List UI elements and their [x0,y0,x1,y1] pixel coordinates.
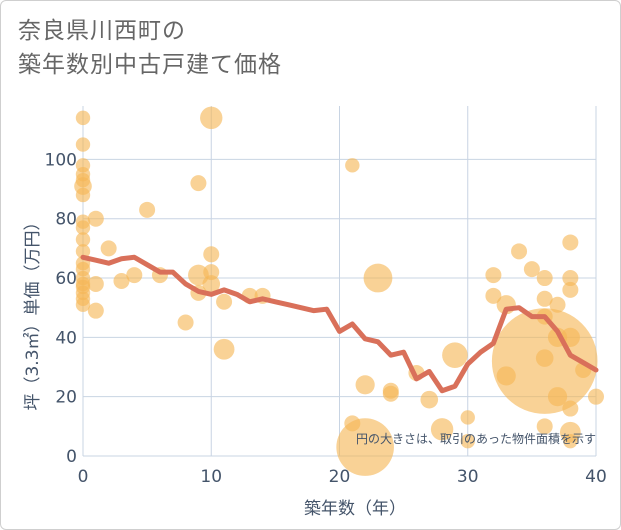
scatter-point [75,137,91,152]
y-tick-label: 60 [55,269,77,289]
scatter-point [75,232,91,247]
scatter-point [460,410,475,425]
scatter-point [200,106,223,130]
scatter-point [562,400,579,417]
scatter-point [75,110,91,126]
x-tick-label: 10 [200,467,222,487]
scatter-point [75,297,91,312]
scatter-point [430,418,454,441]
chart-title: 奈良県川西町の 築年数別中古戸建て価格 [18,14,282,82]
tick-labels: 0 10 20 30 40 0 20 40 60 80 100 [45,150,607,487]
scatter-point [203,246,220,263]
scatter-point [87,210,104,227]
scatter-point [547,387,568,407]
scatter-point [190,175,207,192]
scatter-point [562,270,579,287]
x-tick-label: 30 [457,467,479,487]
y-tick-label: 20 [55,388,77,408]
scatter-point [213,338,235,360]
scatter-point [75,244,91,259]
bubble-size-note: 円の大きさは、取引のあった物件面積を示す [356,431,596,446]
scatter-point [345,158,360,173]
average-price-line [80,254,599,394]
scatter-point [202,275,221,293]
scatter-point [203,264,220,281]
scatter-point [126,267,143,284]
y-tick-label: 80 [55,210,77,230]
y-tick-label: 40 [55,328,77,348]
scatter-point [75,220,91,235]
chart-title-line1: 奈良県川西町の [18,18,186,44]
scatter-point [485,287,502,304]
scatter-bubbles [74,106,604,476]
x-tick-label: 20 [329,467,351,487]
scatter-point [536,290,553,307]
scatter-point [100,240,117,257]
x-tick-label: 40 [585,467,607,487]
y-tick-label: 100 [45,150,77,170]
scatter-point [562,281,579,298]
scatter-point [460,433,475,449]
scatter-point [382,385,399,402]
scatter-point [535,349,554,367]
x-tick-label: 0 [78,467,89,487]
scatter-point [336,418,394,476]
scatter-point [536,418,553,435]
scatter-point [485,267,502,284]
y-tick-label: 0 [66,447,77,467]
scatter-point [139,201,156,218]
scatter-point [511,243,528,260]
x-axis-label: 築年数（年） [304,499,406,519]
scatter-point [420,390,439,409]
scatter-point [563,433,578,449]
average-line-group [80,254,599,394]
scatter-point [216,293,233,310]
scatter-point [363,263,393,293]
scatter-point [113,273,130,289]
scatter-point [355,375,375,395]
chart-title-line2: 築年数別中古戸建て価格 [18,52,282,78]
scatter-point [442,342,468,368]
scatter-point [177,314,194,331]
scatter-point [562,234,579,251]
scatter-point [75,187,91,203]
scatter-point [87,302,104,319]
y-axis-label: 坪（3.3㎡）単価（万円） [23,213,43,410]
scatter-point [87,275,104,292]
scatter-point [588,388,604,405]
scatter-point [536,270,553,287]
scatter-point [523,261,540,278]
scatter-point [549,296,566,313]
